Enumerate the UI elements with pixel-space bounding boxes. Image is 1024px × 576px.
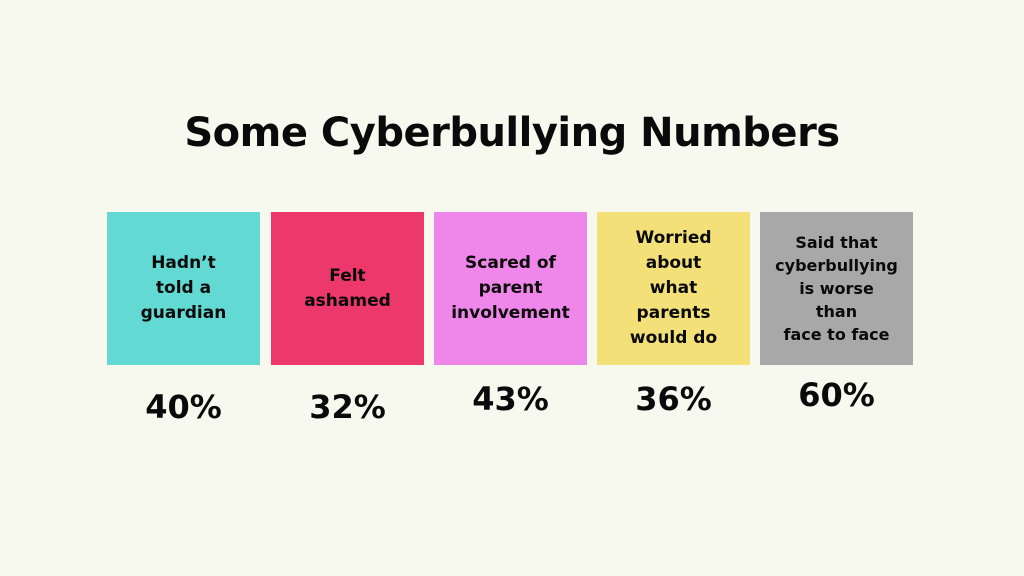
stat-label: Said that cyberbullying is worse than fa… <box>775 233 898 344</box>
stat-label: Worried about what parents would do <box>629 228 718 348</box>
stat-card-guardian: Hadn’t told a guardian <box>107 212 260 365</box>
stat-label: Scared of parent involvement <box>451 253 570 323</box>
stat-label: Hadn’t told a guardian <box>140 253 227 323</box>
stat-card-parent-involvement: Scared of parent involvement <box>434 212 587 365</box>
stat-card-worse-than-face: Said that cyberbullying is worse than fa… <box>760 212 913 365</box>
stat-label: Felt ashamed <box>304 265 391 311</box>
stat-value: 32% <box>309 388 386 426</box>
stat-card-worried-parents: Worried about what parents would do <box>597 212 750 365</box>
stat-value: 36% <box>635 380 712 418</box>
stat-value: 43% <box>472 380 549 418</box>
stat-card-ashamed: Felt ashamed <box>271 212 424 365</box>
stat-value: 60% <box>798 376 875 414</box>
stat-value: 40% <box>145 388 222 426</box>
page-title: Some Cyberbullying Numbers <box>184 110 840 156</box>
